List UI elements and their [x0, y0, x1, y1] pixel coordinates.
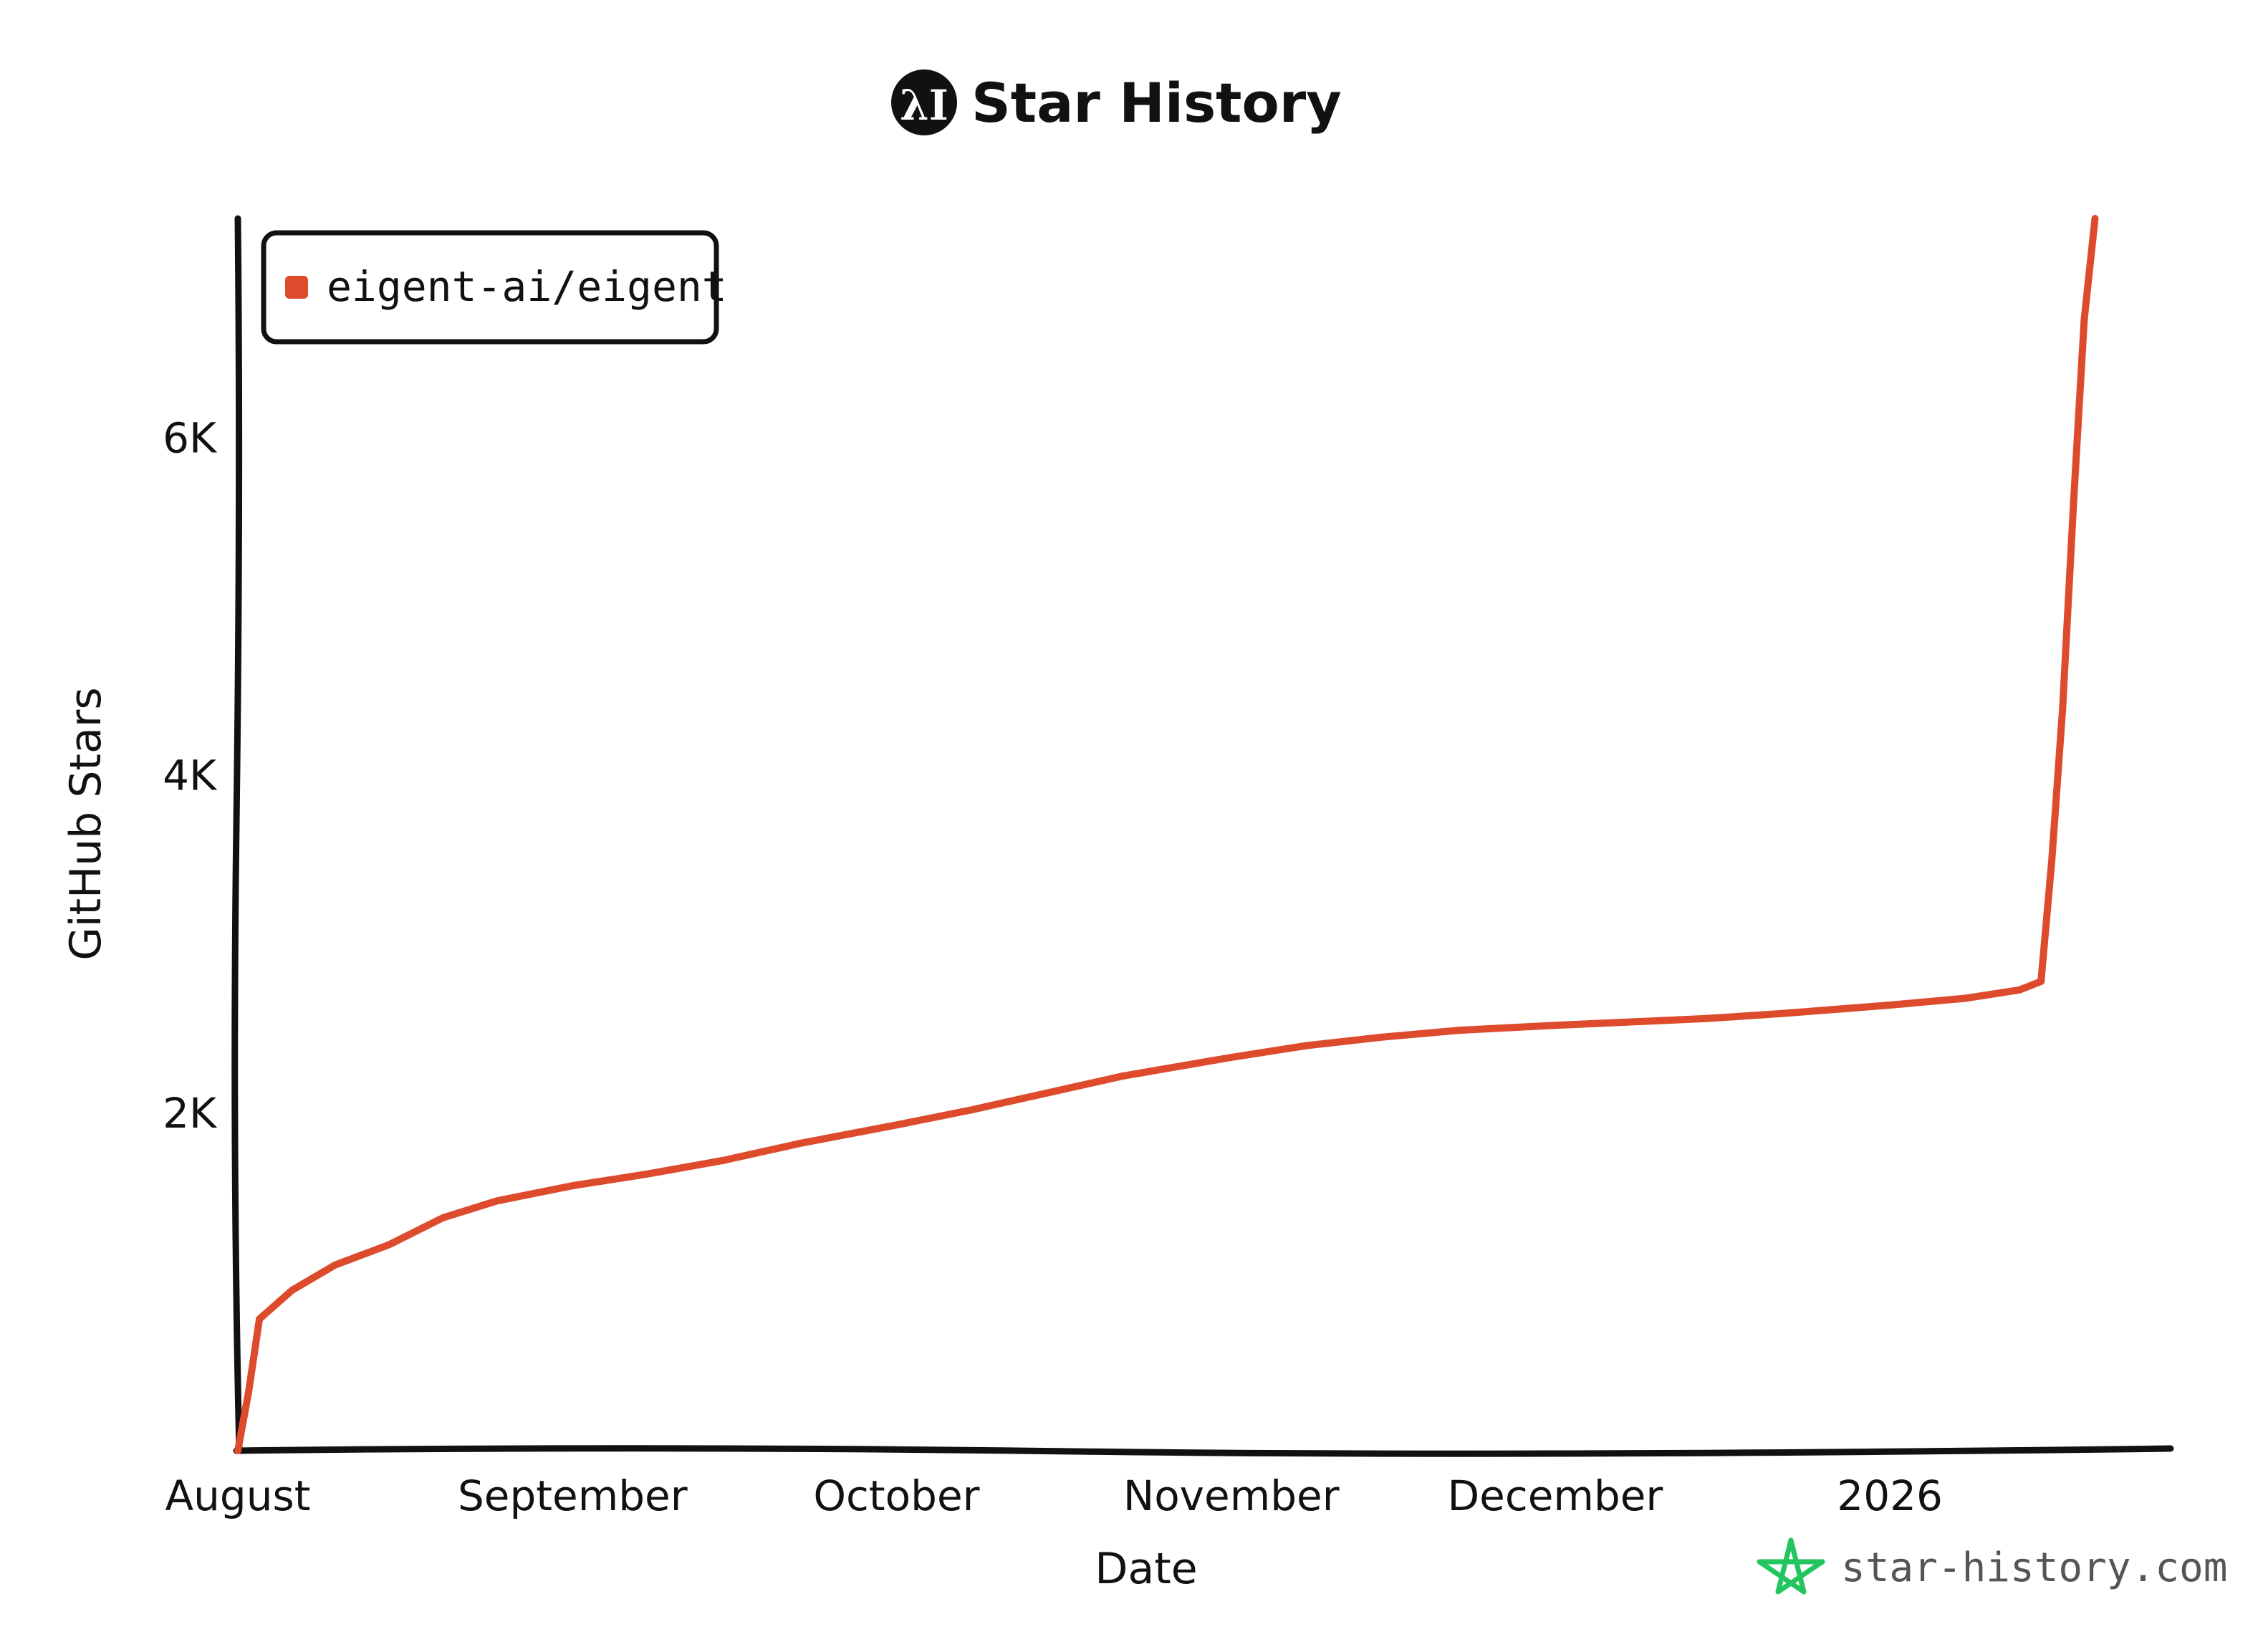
x-tick-label: 2026 [1837, 1471, 1943, 1520]
logo-text: λI [900, 81, 948, 130]
x-tick-label: December [1447, 1471, 1663, 1520]
y-axis-label: GitHub Stars [61, 687, 111, 960]
y-tick-label: 4K [163, 751, 218, 800]
legend-entry-label: eigent-ai/eigent [327, 262, 727, 311]
watermark: star-history.com [1757, 1537, 2227, 1595]
series-line-eigent [234, 215, 2099, 1454]
x-tick-label: September [458, 1471, 688, 1520]
y-axis-line [231, 215, 243, 1454]
star-outline-icon [1757, 1537, 1825, 1595]
y-tick-label: 6K [163, 413, 218, 462]
x-tick-label: August [165, 1471, 311, 1520]
legend-swatch [285, 276, 308, 299]
x-ticks: August September October November Decemb… [165, 1471, 1943, 1520]
x-axis-label: Date [1095, 1544, 1197, 1594]
logo-icon [891, 69, 957, 135]
chart-header: λI Star History [891, 69, 1342, 135]
x-tick-label: October [813, 1471, 979, 1520]
chart-title: Star History [971, 71, 1342, 135]
legend-box [261, 230, 719, 345]
y-tick-label: 2K [163, 1089, 218, 1138]
legend: eigent-ai/eigent [261, 230, 727, 345]
y-ticks: 2K 4K 6K [163, 413, 218, 1137]
x-axis-line [233, 1445, 2174, 1457]
x-tick-label: November [1123, 1471, 1340, 1520]
watermark-text: star-history.com [1841, 1545, 2227, 1591]
axes [231, 215, 2174, 1457]
